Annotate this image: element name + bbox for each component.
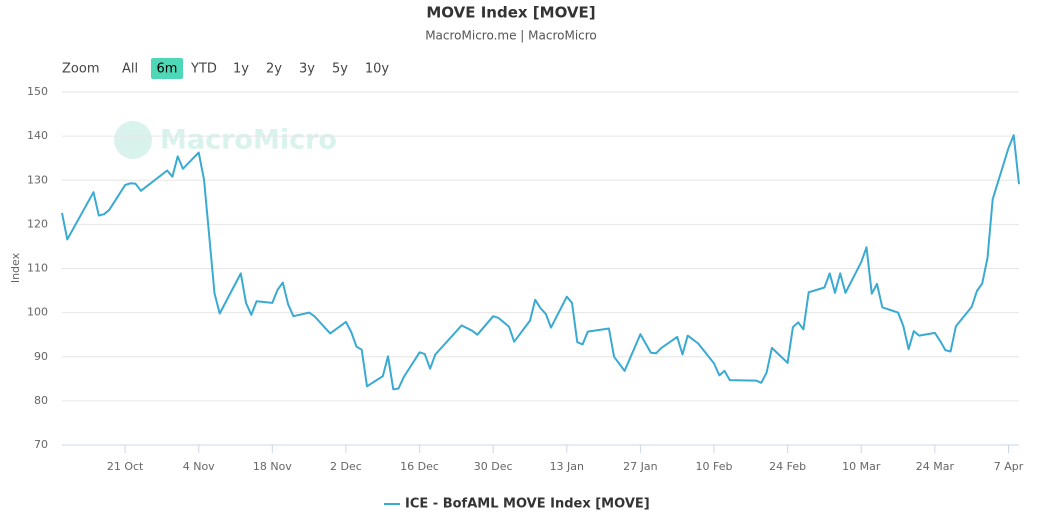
x-tick-label: 24 Feb <box>769 460 806 473</box>
legend-item[interactable]: ICE - BofAML MOVE Index [MOVE] <box>384 497 650 512</box>
y-tick-label: 140 <box>27 129 48 142</box>
series-line <box>61 134 1020 391</box>
range-button-label: YTD <box>190 62 217 77</box>
x-tick-label: 2 Dec <box>330 460 362 473</box>
x-tick-label: 18 Nov <box>253 460 292 473</box>
range-button[interactable]: 3y <box>299 62 315 77</box>
x-tick-label: 16 Dec <box>400 460 439 473</box>
range-button-label: 3y <box>299 62 315 77</box>
range-button-label: 1y <box>233 62 249 77</box>
y-tick-label: 130 <box>27 173 48 186</box>
range-button-label: All <box>122 62 138 77</box>
x-tick-label: 13 Jan <box>550 460 584 473</box>
x-tick-label: 30 Dec <box>474 460 513 473</box>
range-button-label: 2y <box>266 62 282 77</box>
y-tick-label: 110 <box>27 262 48 275</box>
range-button-label: 10y <box>365 62 390 77</box>
range-button[interactable]: YTD <box>190 62 217 77</box>
range-button[interactable]: All <box>122 62 138 77</box>
range-button-bg <box>151 58 183 79</box>
x-tick-label: 7 Apr <box>994 460 1024 473</box>
y-tick-label: 120 <box>27 217 48 230</box>
y-axis-label: Index <box>9 252 22 283</box>
x-tick-label: 10 Feb <box>696 460 733 473</box>
y-tick-label: 70 <box>34 438 48 451</box>
range-button[interactable]: 2y <box>266 62 282 77</box>
x-tick-label: 10 Mar <box>842 460 881 473</box>
zoom-label: Zoom <box>62 62 99 77</box>
range-button[interactable]: 5y <box>332 62 348 77</box>
x-tick-label: 27 Jan <box>623 460 657 473</box>
y-tick-label: 150 <box>27 85 48 98</box>
legend-label: ICE - BofAML MOVE Index [MOVE] <box>405 497 650 512</box>
watermark-logo <box>114 121 152 159</box>
range-button-label: 6m <box>157 62 178 77</box>
range-button[interactable]: 1y <box>233 62 249 77</box>
range-button[interactable]: 6m <box>151 58 183 79</box>
watermark: MacroMicro <box>114 121 337 159</box>
y-tick-label: 100 <box>27 306 48 319</box>
range-button-label: 5y <box>332 62 348 77</box>
x-tick-label: 4 Nov <box>183 460 215 473</box>
x-tick-label: 21 Oct <box>107 460 144 473</box>
y-tick-label: 90 <box>34 350 48 363</box>
y-tick-label: 80 <box>34 394 48 407</box>
chart-title: MOVE Index [MOVE] <box>426 4 595 22</box>
chart-subtitle: MacroMicro.me | MacroMicro <box>425 29 597 43</box>
range-button[interactable]: 10y <box>365 62 390 77</box>
x-tick-label: 24 Mar <box>916 460 955 473</box>
watermark-text: MacroMicro <box>160 125 337 156</box>
